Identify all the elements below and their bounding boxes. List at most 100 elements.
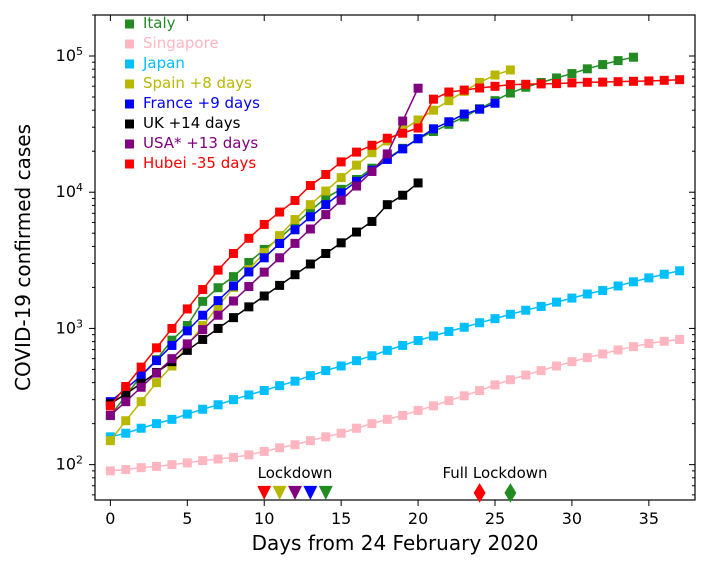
series-marker [660,76,668,84]
series-marker [168,324,176,332]
series-marker [322,170,330,178]
series-marker [645,77,653,85]
series-marker [306,225,314,233]
series-marker [106,402,114,410]
series-marker [491,99,499,107]
series-marker [353,148,361,156]
series-marker [337,158,345,166]
lockdown-label: Lockdown [258,464,333,482]
series-marker [476,105,484,113]
series-marker [445,397,453,405]
series-marker [106,411,114,419]
series-marker [276,382,284,390]
series-marker [122,398,130,406]
series-marker [291,226,299,234]
series-marker [429,95,437,103]
series-marker [399,341,407,349]
xtick-label: 25 [485,509,505,528]
series-marker [568,70,576,78]
series-marker [153,344,161,352]
series-marker [629,53,637,61]
series-marker [306,372,314,380]
series-marker [229,396,237,404]
series-marker [306,437,314,445]
series-marker [476,319,484,327]
series-marker [506,81,514,89]
series-marker [383,150,391,158]
series-marker [322,187,330,195]
series-marker [199,405,207,413]
series-marker [106,467,114,475]
series-marker [553,298,561,306]
xtick-label: 10 [254,509,274,528]
lockdown-triangle [257,486,271,500]
series-marker [337,429,345,437]
series-marker [445,327,453,335]
series-marker [553,362,561,370]
series-marker [399,145,407,153]
series-marker [245,391,253,399]
series-marker [276,281,284,289]
series-marker [414,84,422,92]
series-marker [429,106,437,114]
series-marker [337,196,345,204]
series-marker [306,260,314,268]
legend-label: Spain +8 days [143,74,252,92]
series-marker [168,461,176,469]
series-marker [168,415,176,423]
series-marker [260,292,268,300]
legend-swatch [125,20,134,29]
series-marker [291,196,299,204]
series-marker [568,358,576,366]
legend-label: Hubei -35 days [143,154,256,172]
series-marker [460,110,468,118]
series-marker [337,174,345,182]
series-marker [476,387,484,395]
series-marker [614,57,622,65]
series-marker [322,201,330,209]
series-marker [199,297,207,305]
series-marker [322,211,330,219]
series-marker [476,84,484,92]
series-marker [429,332,437,340]
series-marker [106,437,114,445]
series-marker [491,381,499,389]
series-marker [660,270,668,278]
xtick-label: 35 [639,509,659,528]
series-marker [583,65,591,73]
series-marker [445,88,453,96]
series-marker [122,382,130,390]
series-marker [414,337,422,345]
ytick-label: 105 [56,45,83,65]
series-marker [137,383,145,391]
series-marker [599,61,607,69]
legend-label: Italy [143,14,176,32]
series-marker [368,167,376,175]
series-marker [414,135,422,143]
series-marker [291,377,299,385]
series-marker [414,179,422,187]
series-marker [553,80,561,88]
series-marker [460,86,468,94]
series-marker [353,357,361,365]
series-marker [445,97,453,105]
series-marker [399,129,407,137]
series-marker [383,134,391,142]
series-marker [137,398,145,406]
legend-label: UK +14 days [143,114,241,132]
series-marker [629,343,637,351]
series-marker [153,420,161,428]
series-marker [183,340,191,348]
series-marker [491,315,499,323]
series-marker [153,379,161,387]
series-marker [183,305,191,313]
series-marker [214,401,222,409]
series-marker [583,290,591,298]
series-marker [368,149,376,157]
series-marker [229,453,237,461]
series-marker [629,278,637,286]
series-marker [353,182,361,190]
xtick-label: 0 [105,509,115,528]
series-marker [506,89,514,97]
ytick-label: 103 [56,317,83,338]
